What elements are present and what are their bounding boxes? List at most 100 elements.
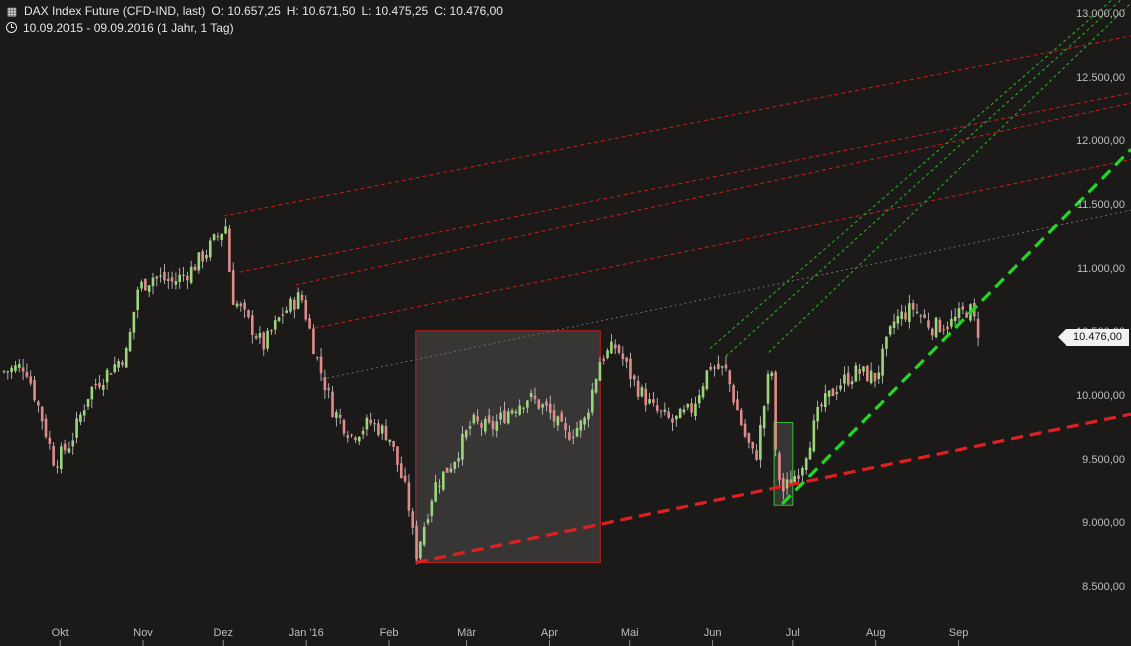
candle-up <box>289 298 292 312</box>
candle-up <box>526 400 529 408</box>
candle-down <box>503 410 506 423</box>
candle-up <box>957 308 961 319</box>
candle-up <box>793 476 797 483</box>
range-label: 10.09.2015 - 09.09.2016 (1 Jahr, 1 Tag) <box>23 21 234 35</box>
candle-up <box>205 254 208 259</box>
candle-down <box>354 437 357 441</box>
candle-up <box>60 446 63 470</box>
green-channel-line <box>768 2 1131 353</box>
candle-up <box>888 326 892 335</box>
candle-up <box>75 418 78 438</box>
candle-down <box>293 299 296 310</box>
candle-up <box>892 321 896 328</box>
instrument-label: DAX Index Future (CFD-IND, last) <box>24 4 206 18</box>
candlestick-icon[interactable]: ▦ <box>6 6 18 18</box>
candle-down <box>751 441 755 449</box>
candle-down <box>228 228 231 272</box>
y-tick-label: 11.000,00 <box>1076 262 1125 275</box>
candle-up <box>464 430 468 438</box>
clock-icon[interactable] <box>6 22 17 33</box>
candle-down <box>568 432 571 440</box>
candle-up <box>434 482 437 502</box>
candle-down <box>415 525 418 560</box>
candle-down <box>904 312 907 320</box>
y-tick-label: 9.000,00 <box>1082 517 1125 530</box>
candle-down <box>625 357 628 362</box>
candle-down <box>44 418 48 437</box>
candle-down <box>312 328 315 355</box>
x-tick-label: Apr <box>540 627 559 639</box>
x-tick-label: Jun <box>703 627 722 639</box>
candle-up <box>102 385 105 390</box>
candle-up <box>208 240 212 258</box>
red-channel-line <box>239 92 1131 273</box>
red-channel-line <box>223 35 1131 217</box>
candle-up <box>373 423 376 425</box>
high-value: H: 10.671,50 <box>286 4 356 18</box>
candle-down <box>170 277 174 282</box>
candle-down <box>655 405 659 411</box>
candle-up <box>461 433 464 460</box>
candle-down <box>858 369 861 374</box>
candle-down <box>613 344 617 349</box>
candle-up <box>640 387 644 397</box>
candle-down <box>144 278 147 291</box>
candle-down <box>717 363 720 369</box>
candle-up <box>113 364 117 373</box>
red-channel-line <box>314 159 1131 329</box>
candle-down <box>262 332 266 350</box>
trendlines <box>223 0 1131 565</box>
candle-down <box>304 300 308 320</box>
candle-up <box>908 303 911 322</box>
candle-up <box>90 386 94 400</box>
candle-up <box>258 333 262 338</box>
candle-up <box>67 448 71 453</box>
candle-down <box>346 435 350 438</box>
candle-down <box>633 375 636 380</box>
candle-up <box>579 420 583 431</box>
y-tick-label: 12.000,00 <box>1076 135 1125 148</box>
candle-up <box>361 430 365 435</box>
candle-up <box>804 458 808 471</box>
candle-up <box>610 341 613 354</box>
green-channel-line <box>725 0 1122 357</box>
candle-up <box>285 310 288 313</box>
candle-down <box>774 371 777 450</box>
x-tick-label: Nov <box>133 627 153 639</box>
candle-down <box>724 364 728 369</box>
candle-up <box>522 407 525 409</box>
candle-up <box>472 414 476 424</box>
candle-up <box>128 332 132 352</box>
candle-up <box>155 276 159 279</box>
candle-up <box>808 447 812 460</box>
candle-down <box>491 420 495 430</box>
candle-down <box>377 423 380 435</box>
candle-down <box>350 434 353 436</box>
candle-up <box>801 467 804 476</box>
candle-down <box>652 399 655 403</box>
candle-up <box>529 393 533 398</box>
candle-down <box>831 388 835 397</box>
candle-down <box>29 376 33 384</box>
candle-down <box>445 467 449 473</box>
candle-up <box>862 366 865 372</box>
candle-down <box>942 329 946 331</box>
candle-down <box>820 404 823 407</box>
candle-up <box>713 367 716 369</box>
candle-down <box>866 365 869 382</box>
candle-up <box>147 285 151 292</box>
candle-up <box>785 479 789 489</box>
candle-up <box>430 500 434 516</box>
drawing-shapes <box>415 330 794 564</box>
candle-up <box>220 233 224 240</box>
chart-header: ▦ DAX Index Future (CFD-IND, last) O: 10.6… <box>6 4 509 18</box>
candle-up <box>686 404 690 408</box>
candle-up <box>812 420 816 452</box>
candle-down <box>564 423 567 431</box>
candle-down <box>743 423 747 437</box>
candle-up <box>449 468 453 473</box>
candle-down <box>781 477 785 492</box>
candle-up <box>816 407 819 422</box>
candle-up <box>189 266 193 283</box>
candle-up <box>438 485 441 487</box>
